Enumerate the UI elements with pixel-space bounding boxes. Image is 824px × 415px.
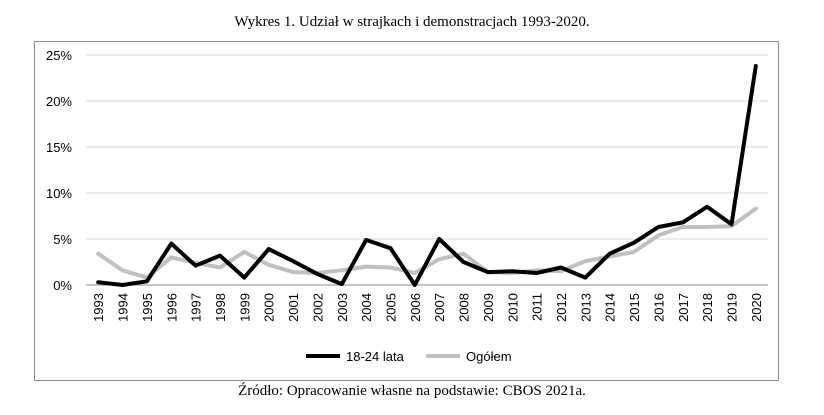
- source-note: Źródło: Opracowanie własne na podstawie:…: [238, 383, 586, 399]
- x-tick-label: 2018: [700, 293, 715, 322]
- x-tick-label: 2011: [530, 293, 545, 321]
- x-tick-label: 2017: [676, 293, 691, 322]
- y-tick-label: 20%: [46, 94, 72, 109]
- y-tick-label: 15%: [46, 140, 72, 155]
- x-tick-label: 1995: [140, 293, 155, 322]
- chart-frame: [34, 41, 779, 381]
- y-tick-label: 10%: [46, 186, 72, 201]
- x-tick-label: 1999: [237, 293, 252, 322]
- x-tick-label: 2008: [457, 293, 472, 322]
- y-tick-label: 5%: [53, 232, 72, 247]
- series-line-youth: [96, 64, 758, 287]
- x-tick-label: 2000: [262, 293, 277, 322]
- x-tick-label: 2005: [383, 293, 398, 322]
- x-tick-label: 2013: [578, 293, 593, 322]
- x-tick-label: 2007: [432, 293, 447, 322]
- x-tick-label: 2020: [749, 293, 764, 322]
- x-tick-label: 2016: [651, 293, 666, 322]
- x-tick-label: 2003: [335, 293, 350, 322]
- x-tick-label: 2010: [505, 293, 520, 322]
- y-tick-label: 0%: [53, 278, 72, 293]
- x-tick-label: 2006: [408, 293, 423, 322]
- x-tick-label: 1998: [213, 293, 228, 322]
- x-tick-label: 2002: [310, 293, 325, 322]
- x-tick-label: 1996: [164, 293, 179, 322]
- x-tick-label: 1993: [91, 293, 106, 322]
- x-tick-label: 1994: [116, 293, 131, 322]
- legend-label: 18-24 lata: [346, 349, 405, 364]
- legend-label: Ogółem: [466, 349, 512, 364]
- x-tick-label: 2015: [627, 293, 642, 322]
- x-tick-label: 2019: [724, 293, 739, 322]
- x-tick-label: 2014: [603, 293, 618, 322]
- y-tick-label: 25%: [46, 48, 72, 63]
- x-tick-label: 2001: [286, 293, 301, 322]
- x-tick-label: 2009: [481, 293, 496, 322]
- x-tick-label: 2012: [554, 293, 569, 322]
- x-tick-label: 1997: [189, 293, 204, 322]
- chart-caption: Wykres 1. Udział w strajkach i demonstra…: [234, 14, 590, 30]
- x-tick-label: 2004: [359, 293, 374, 322]
